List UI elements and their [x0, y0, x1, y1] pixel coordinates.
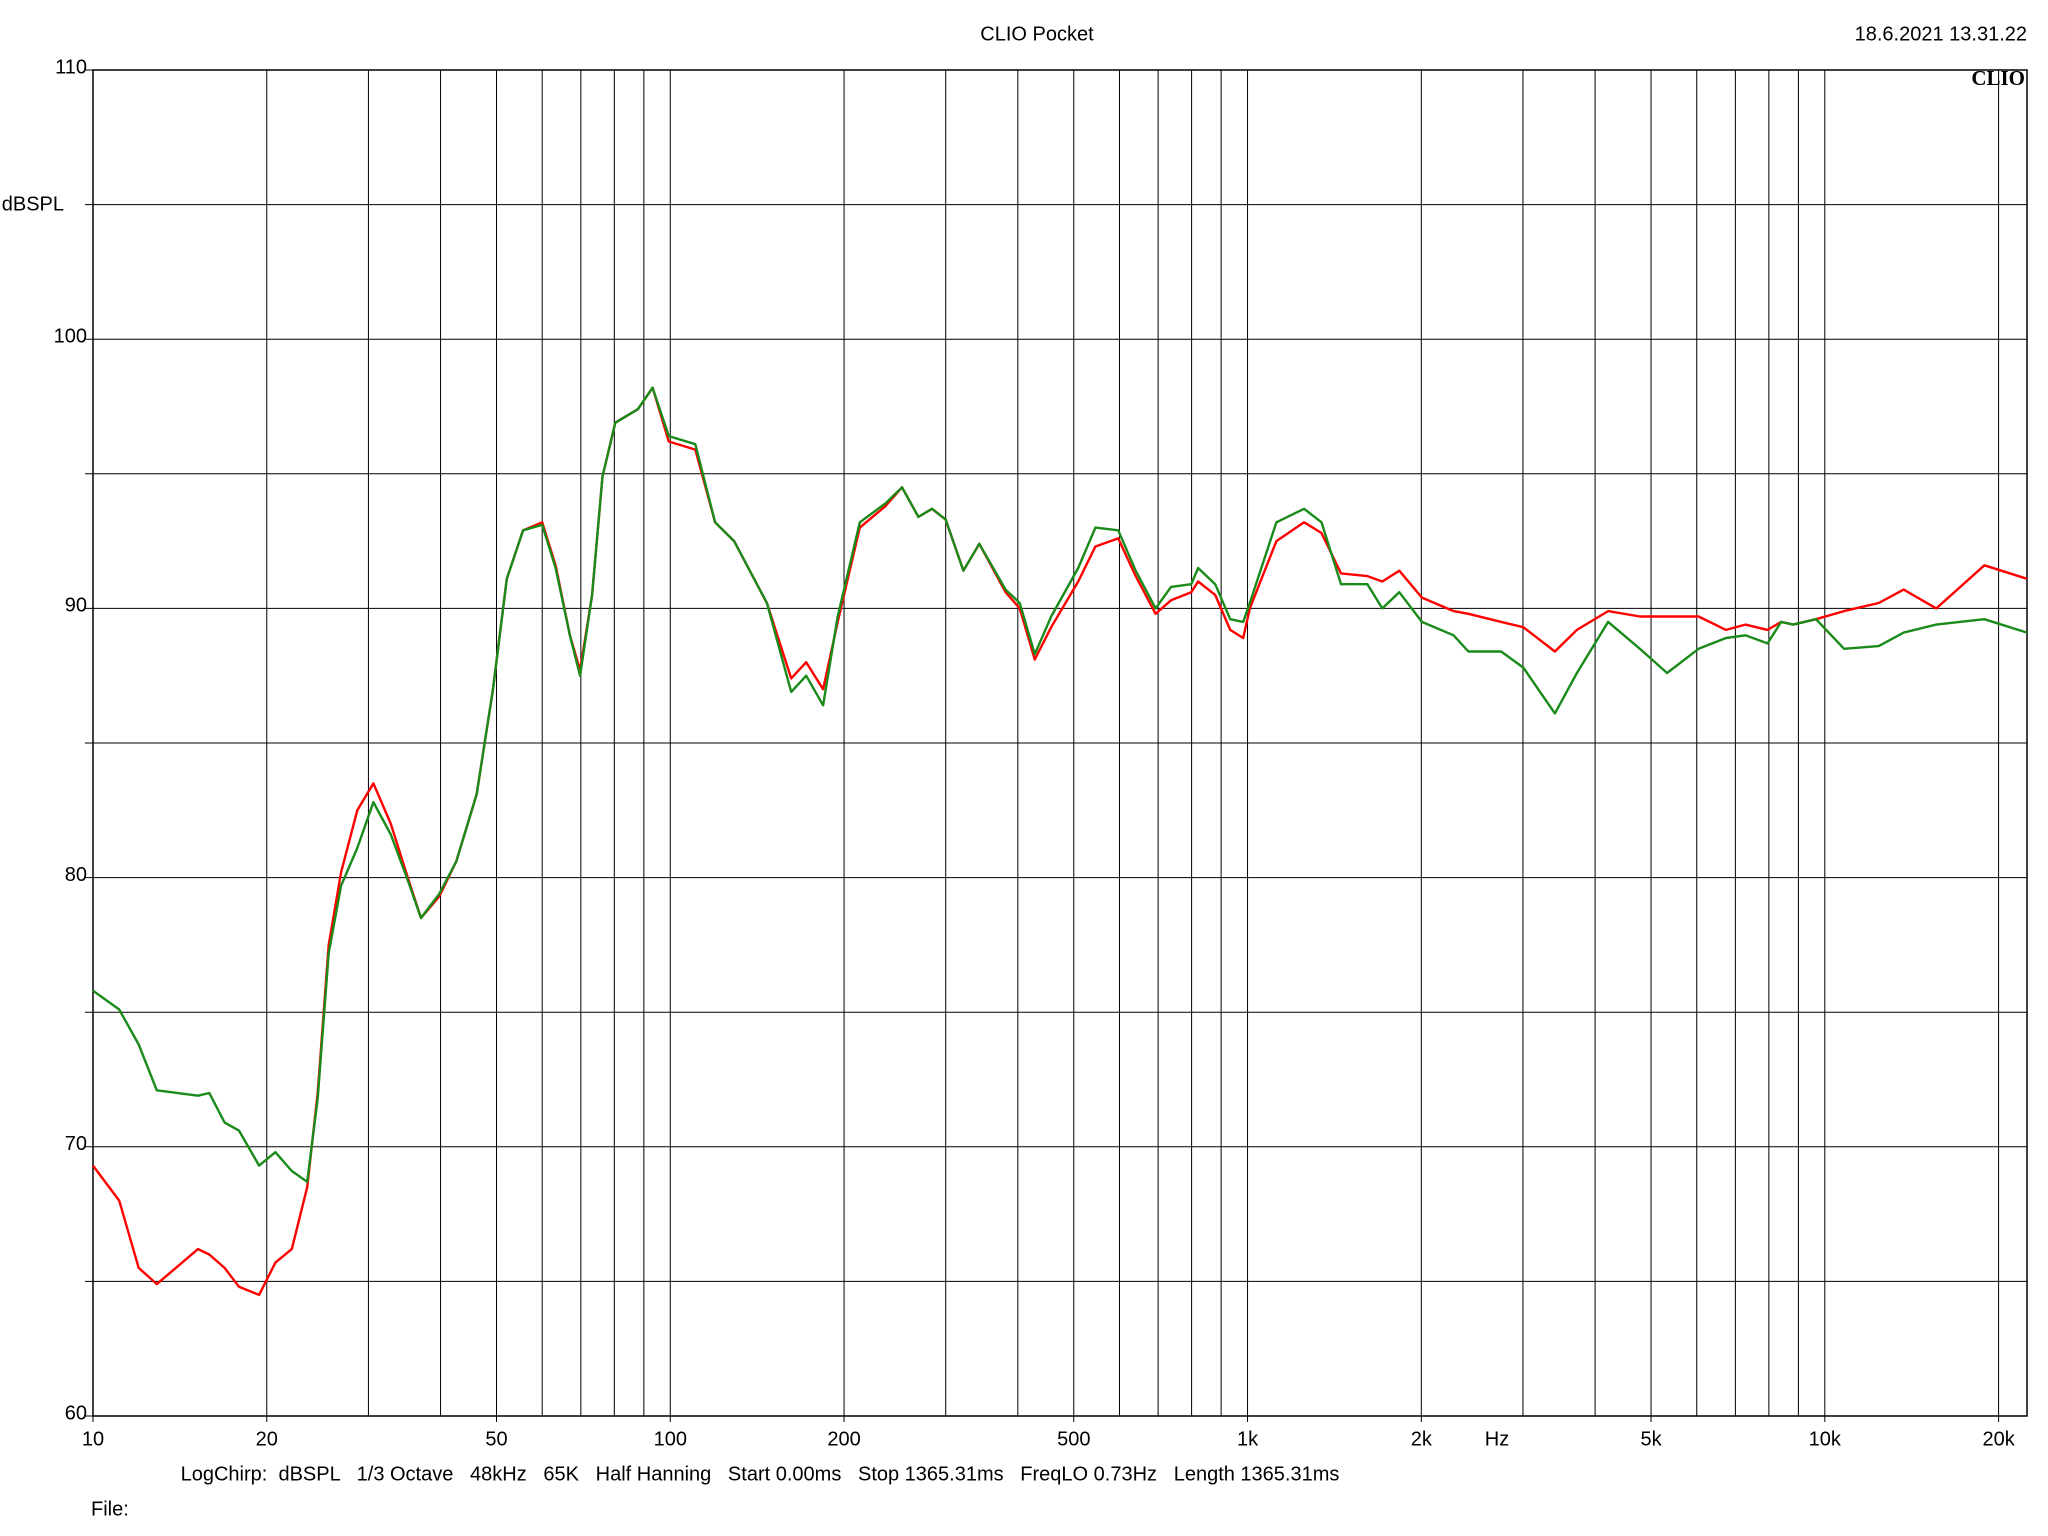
chart-title: CLIO Pocket: [980, 23, 1094, 45]
x-tick-label: 10: [82, 1428, 104, 1450]
x-tick-label: 5k: [1640, 1428, 1662, 1450]
x-axis-label: Hz: [1485, 1428, 1509, 1450]
y-tick-label: 90: [65, 595, 87, 617]
x-tick-label: 10k: [1809, 1428, 1842, 1450]
y-tick-label: 110: [55, 56, 87, 78]
x-tick-label: 20k: [1982, 1428, 2015, 1450]
y-tick-label: 70: [65, 1133, 87, 1155]
footer: LogChirp: dBSPL 1/3 Octave 48kHz 65K Hal…: [181, 1463, 1340, 1485]
x-tick-label: 2k: [1411, 1428, 1433, 1450]
x-tick-label: 500: [1057, 1428, 1090, 1450]
file-label: File:: [91, 1498, 129, 1520]
timestamp: 18.6.2021 13.31.22: [1855, 23, 2027, 45]
y-tick-label: 100: [54, 325, 87, 347]
series-line: [92, 386, 2028, 1297]
y-tick-label: 60: [65, 1402, 87, 1424]
x-tick-label: 200: [827, 1428, 860, 1450]
y-tick-label: 80: [65, 864, 87, 886]
x-tick-label: 1k: [1237, 1428, 1259, 1450]
series-line: [92, 386, 2028, 1183]
x-tick-label: 50: [485, 1428, 507, 1450]
y-axis-label: dBSPL: [2, 193, 64, 215]
x-tick-label: 20: [256, 1428, 278, 1450]
plot-frame: [92, 69, 2028, 1417]
x-tick-label: 100: [654, 1428, 687, 1450]
